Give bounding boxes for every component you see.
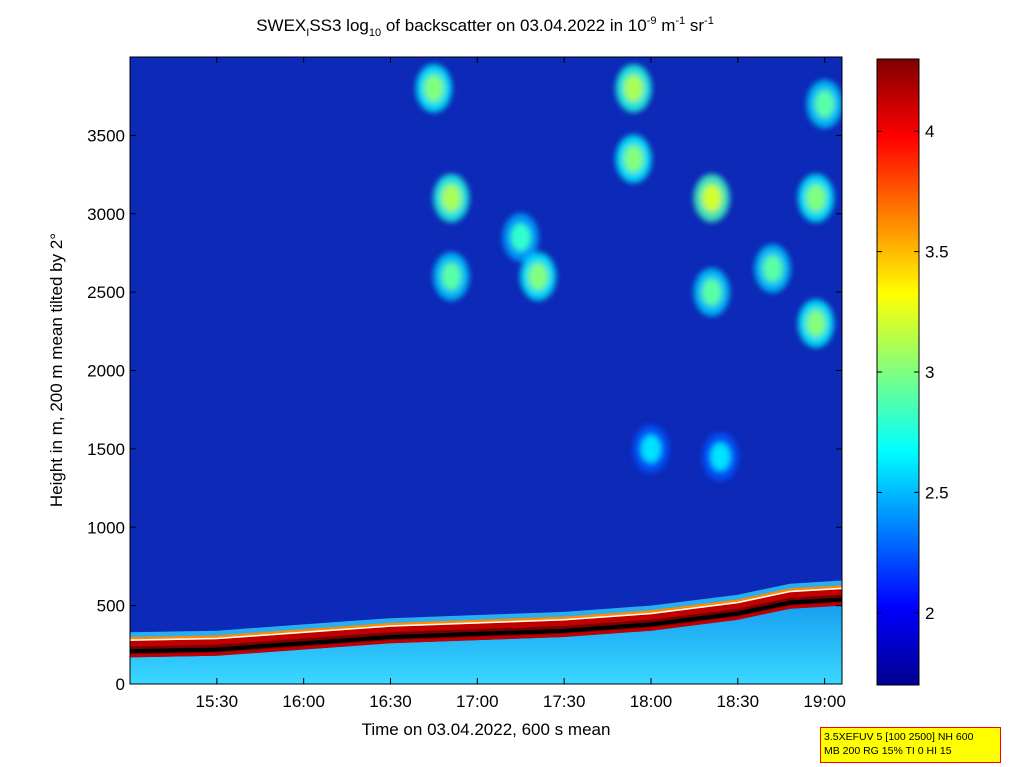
colorbar-tick-label: 2.5 bbox=[925, 483, 949, 502]
cloud-base-line bbox=[130, 597, 842, 654]
colorbar bbox=[876, 58, 920, 686]
x-tick-label: 17:30 bbox=[543, 692, 586, 711]
y-tick-label: 1000 bbox=[87, 518, 125, 537]
layer-top-line bbox=[130, 587, 842, 641]
y-tick-label: 500 bbox=[97, 597, 125, 616]
cloud-core bbox=[623, 144, 644, 173]
heatmap-plot-area bbox=[130, 57, 842, 684]
y-axis-label: Height in m, 200 m mean tilted by 2° bbox=[47, 233, 66, 507]
cloud-core bbox=[701, 184, 722, 213]
x-tick-label: 15:30 bbox=[196, 692, 239, 711]
y-tick-label: 3000 bbox=[87, 205, 125, 224]
cloud-core bbox=[710, 442, 731, 471]
boundary-layer bbox=[130, 580, 842, 684]
chart-title: SWEXISS3 log10 of backscatter on 03.04.2… bbox=[256, 15, 714, 39]
x-tick-label: 16:30 bbox=[369, 692, 412, 711]
cloud-core bbox=[640, 434, 661, 463]
info-line-2: MB 200 RG 15% TI 0 HI 15 bbox=[824, 745, 952, 757]
y-tick-label: 1500 bbox=[87, 440, 125, 459]
x-axis: 15:30 16:00 16:30 17:00 17:30 18:00 18:30 19:00 bbox=[196, 57, 846, 711]
cloud-core bbox=[805, 184, 826, 213]
colorbar-tick-label: 3.5 bbox=[925, 243, 949, 262]
colorbar-tick-label: 2 bbox=[925, 604, 934, 623]
x-tick-label: 18:00 bbox=[630, 692, 673, 711]
cloud-core bbox=[805, 309, 826, 338]
colorbar-tick-label: 4 bbox=[925, 122, 934, 141]
y-tick-label: 3500 bbox=[87, 126, 125, 145]
cloud-core bbox=[441, 262, 462, 291]
y-tick-label: 2500 bbox=[87, 283, 125, 302]
cloud-core bbox=[814, 90, 835, 119]
settings-info-box: 3.5XEFUV 5 [100 2500] NH 600 MB 200 RG 1… bbox=[820, 727, 1001, 763]
cloud-core bbox=[762, 254, 783, 283]
colorbar-ticks: 2 2.5 3 3.5 4 bbox=[877, 122, 949, 623]
cloud-core bbox=[623, 74, 644, 103]
cloud-core bbox=[528, 262, 549, 291]
cloud-echoes bbox=[415, 64, 842, 481]
boundary-edge bbox=[130, 585, 842, 642]
x-tick-label: 17:00 bbox=[456, 692, 499, 711]
y-axis: 0 500 1000 1500 2000 2500 3000 3500 bbox=[87, 126, 842, 694]
cloud-core bbox=[441, 184, 462, 213]
colorbar-tick-label: 3 bbox=[925, 363, 934, 382]
near-ground-layer bbox=[130, 605, 842, 684]
x-tick-label: 18:30 bbox=[717, 692, 760, 711]
cloud-core bbox=[423, 74, 444, 103]
boundary-max bbox=[130, 594, 842, 655]
y-tick-label: 2000 bbox=[87, 362, 125, 381]
cloud-core bbox=[510, 223, 531, 252]
y-tick-label: 0 bbox=[116, 675, 125, 694]
x-tick-label: 19:00 bbox=[803, 692, 846, 711]
boundary-halo bbox=[130, 580, 842, 639]
x-axis-label: Time on 03.04.2022, 600 s mean bbox=[362, 720, 611, 739]
x-tick-label: 16:00 bbox=[282, 692, 325, 711]
info-line-1: 3.5XEFUV 5 [100 2500] NH 600 bbox=[824, 731, 974, 743]
heatmap-background bbox=[130, 57, 842, 684]
cloud-core bbox=[701, 278, 722, 307]
